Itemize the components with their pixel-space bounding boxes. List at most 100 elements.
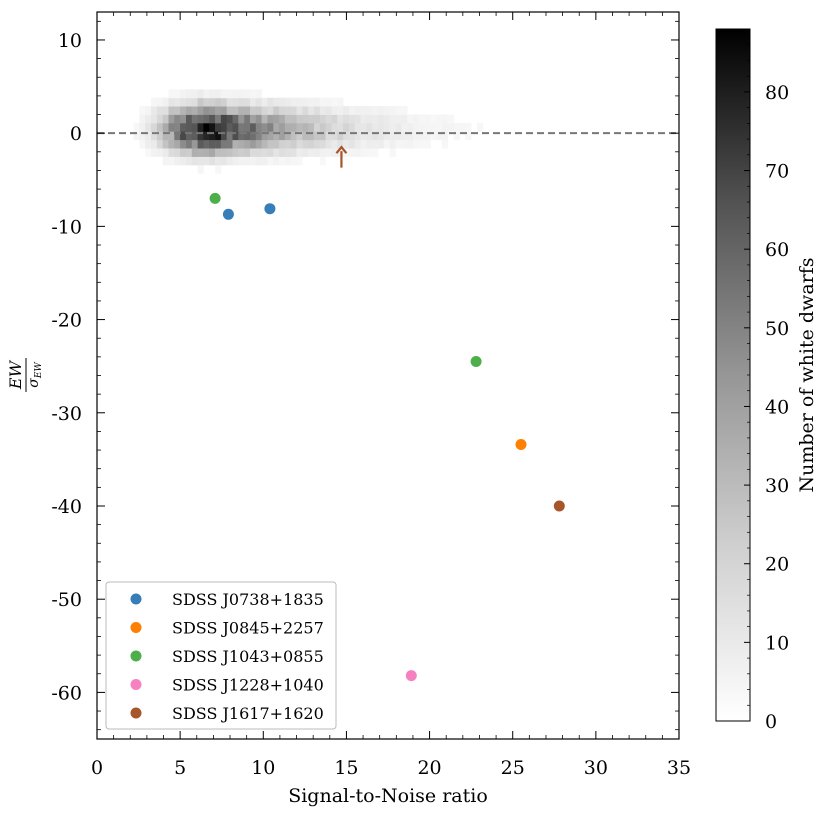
heatmap-cell bbox=[162, 122, 169, 132]
heatmap-cell bbox=[337, 114, 344, 124]
heatmap-cell bbox=[360, 131, 367, 141]
heatmap-cell bbox=[244, 106, 251, 115]
heatmap-cell bbox=[407, 131, 414, 141]
heatmap-cell bbox=[191, 106, 198, 115]
heatmap-cell bbox=[232, 106, 239, 115]
heatmap-cell bbox=[436, 122, 443, 132]
heatmap-cell bbox=[244, 139, 251, 149]
y-axis-label-subscript: EW bbox=[34, 362, 44, 380]
heatmap-cell bbox=[412, 114, 420, 124]
heatmap-cell bbox=[348, 114, 356, 124]
heatmap-cell bbox=[250, 156, 257, 166]
data-point bbox=[470, 356, 482, 367]
heatmap-cell bbox=[162, 156, 169, 166]
heatmap-cell bbox=[354, 139, 361, 149]
heatmap-cell bbox=[442, 122, 449, 132]
heatmap-cell bbox=[343, 106, 350, 115]
heatmap-cell bbox=[162, 106, 169, 115]
y-axis-label-sigma: σ bbox=[26, 378, 42, 388]
heatmap-cell bbox=[232, 156, 239, 166]
heatmap-cell bbox=[337, 97, 344, 107]
heatmap-cell bbox=[209, 139, 216, 149]
heatmap-cell bbox=[314, 97, 321, 107]
heatmap-cell bbox=[354, 114, 361, 124]
heatmap-cell bbox=[145, 148, 152, 157]
heatmap-cell bbox=[302, 131, 309, 141]
heatmap-cell bbox=[250, 139, 257, 149]
heatmap-cell bbox=[401, 139, 408, 149]
heatmap-cell bbox=[430, 114, 437, 124]
heatmap-cell bbox=[372, 106, 379, 115]
heatmap-cell bbox=[186, 139, 193, 149]
heatmap-cell bbox=[168, 139, 175, 149]
heatmap-cell bbox=[203, 89, 210, 99]
heatmap-cell bbox=[331, 139, 338, 149]
heatmap-cell bbox=[378, 122, 385, 132]
heatmap-cell bbox=[383, 114, 390, 124]
heatmap-cell bbox=[238, 122, 245, 132]
colorbar-label: Number of white dwarfs bbox=[796, 257, 818, 492]
heatmap-cell bbox=[191, 97, 198, 107]
heatmap-cell bbox=[151, 139, 158, 149]
heatmap-cell bbox=[378, 131, 385, 141]
heatmap-cell bbox=[197, 89, 204, 99]
heatmap-cell bbox=[296, 156, 303, 166]
heatmap-cell bbox=[314, 139, 321, 149]
colorbar-tick-label: 20 bbox=[765, 554, 789, 576]
heatmap-cell bbox=[267, 156, 274, 166]
heatmap-cell bbox=[447, 122, 455, 132]
heatmap-cell bbox=[244, 97, 251, 107]
x-tick-label: 15 bbox=[334, 757, 358, 779]
heatmap-cell bbox=[151, 148, 158, 157]
heatmap-cell bbox=[220, 114, 228, 124]
heatmap-cell bbox=[168, 97, 175, 107]
heatmap-cell bbox=[238, 139, 245, 149]
heatmap-cell bbox=[383, 122, 390, 132]
heatmap-cell bbox=[232, 131, 239, 141]
density-heatmap bbox=[133, 89, 484, 174]
heatmap-cell bbox=[389, 114, 396, 124]
heatmap-cell bbox=[383, 139, 390, 149]
heatmap-cell bbox=[209, 156, 216, 166]
heatmap-cell bbox=[168, 131, 175, 141]
heatmap-cell bbox=[360, 114, 367, 124]
heatmap-cell bbox=[314, 122, 321, 132]
heatmap-cell bbox=[255, 131, 262, 141]
heatmap-cell bbox=[197, 131, 204, 141]
heatmap-cell bbox=[162, 114, 169, 124]
heatmap-cell bbox=[360, 148, 367, 157]
colorbar-tick-label: 40 bbox=[765, 396, 789, 418]
heatmap-cell bbox=[290, 148, 297, 157]
heatmap-cell bbox=[325, 139, 332, 149]
heatmap-cell bbox=[186, 114, 193, 124]
heatmap-cell bbox=[156, 97, 164, 107]
heatmap-cell bbox=[168, 122, 175, 132]
heatmap-cell bbox=[302, 106, 309, 115]
y-axis-label: EW σEW bbox=[6, 358, 44, 392]
heatmap-cell bbox=[215, 89, 222, 99]
heatmap-cell bbox=[151, 106, 158, 115]
heatmap-cell bbox=[151, 131, 158, 141]
heatmap-cell bbox=[296, 148, 303, 157]
heatmap-cell bbox=[226, 139, 233, 149]
heatmap-cell bbox=[267, 106, 274, 115]
legend-label: SDSS J1228+1040 bbox=[172, 676, 324, 695]
heatmap-cell bbox=[465, 131, 472, 141]
heatmap-cell bbox=[145, 139, 152, 149]
heatmap-cell bbox=[389, 131, 396, 141]
heatmap-cell bbox=[238, 156, 245, 166]
heatmap-cell bbox=[331, 114, 338, 124]
heatmap-cell bbox=[325, 131, 332, 141]
heatmap-cell bbox=[337, 122, 344, 132]
heatmap-cell bbox=[180, 122, 187, 132]
heatmap-cell bbox=[191, 89, 198, 99]
heatmap-cell bbox=[209, 97, 216, 107]
heatmap-cell bbox=[174, 148, 181, 157]
legend-label: SDSS J1617+1620 bbox=[172, 704, 324, 723]
heatmap-cell bbox=[389, 122, 396, 132]
heatmap-cell bbox=[401, 114, 408, 124]
y-axis-label-denominator: σEW bbox=[26, 362, 44, 388]
heatmap-cell bbox=[395, 139, 402, 149]
heatmap-cell bbox=[424, 131, 431, 141]
heatmap-cell bbox=[290, 97, 297, 107]
